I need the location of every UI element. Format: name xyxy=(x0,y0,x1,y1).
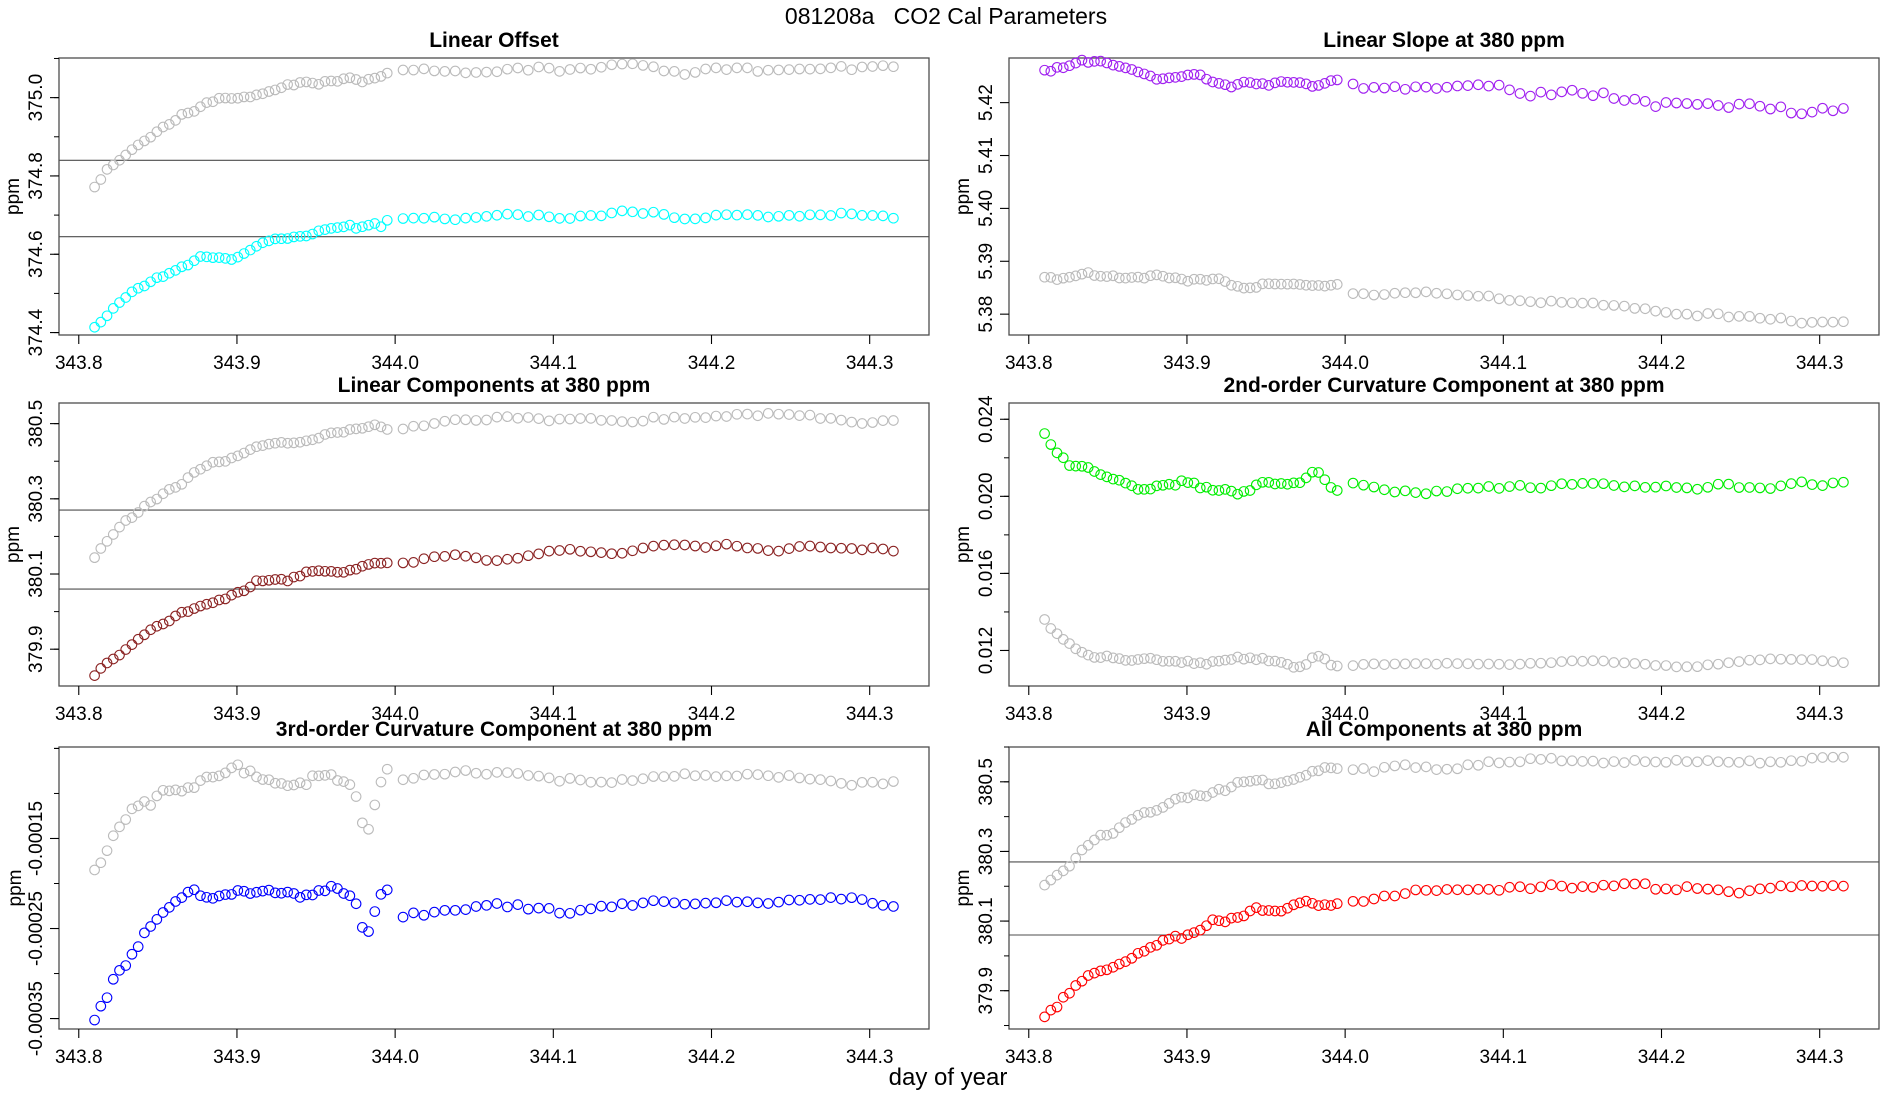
svg-text:344.1: 344.1 xyxy=(530,1047,578,1068)
svg-text:Linear Offset: Linear Offset xyxy=(429,29,559,52)
svg-text:344.2: 344.2 xyxy=(688,1047,736,1068)
svg-text:ppm: ppm xyxy=(3,178,24,215)
svg-text:ppm: ppm xyxy=(953,870,974,907)
svg-text:344.0: 344.0 xyxy=(1321,1047,1369,1068)
svg-text:344.0: 344.0 xyxy=(371,1047,419,1068)
svg-text:344.1: 344.1 xyxy=(1480,353,1528,374)
svg-text:344.3: 344.3 xyxy=(1796,1047,1844,1068)
svg-text:343.9: 343.9 xyxy=(1163,353,1211,374)
svg-text:343.9: 343.9 xyxy=(213,1047,261,1068)
svg-text:343.9: 343.9 xyxy=(1163,704,1211,725)
svg-text:343.8: 343.8 xyxy=(55,704,103,725)
svg-text:ppm: ppm xyxy=(953,178,974,215)
svg-text:5.38: 5.38 xyxy=(976,296,997,333)
svg-text:-0.00015: -0.00015 xyxy=(26,801,47,876)
svg-text:0.024: 0.024 xyxy=(976,395,997,443)
svg-text:344.2: 344.2 xyxy=(1638,704,1686,725)
svg-text:ppm: ppm xyxy=(3,526,24,563)
svg-text:380.3: 380.3 xyxy=(976,828,997,876)
svg-text:375.0: 375.0 xyxy=(26,74,47,122)
svg-text:380.3: 380.3 xyxy=(26,475,47,523)
svg-text:344.3: 344.3 xyxy=(1796,353,1844,374)
svg-text:379.9: 379.9 xyxy=(976,967,997,1015)
svg-text:-0.00035: -0.00035 xyxy=(26,981,47,1056)
svg-text:380.5: 380.5 xyxy=(976,758,997,806)
svg-text:343.8: 343.8 xyxy=(55,353,103,374)
svg-text:344.3: 344.3 xyxy=(846,704,894,725)
svg-text:Linear Slope at 380 ppm: Linear Slope at 380 ppm xyxy=(1323,29,1565,52)
svg-text:380.1: 380.1 xyxy=(26,550,47,598)
svg-text:0.020: 0.020 xyxy=(976,473,997,521)
svg-text:344.3: 344.3 xyxy=(846,353,894,374)
svg-text:343.8: 343.8 xyxy=(1005,353,1053,374)
svg-text:380.1: 380.1 xyxy=(976,897,997,945)
svg-text:344.3: 344.3 xyxy=(1796,704,1844,725)
svg-text:343.8: 343.8 xyxy=(1005,1047,1053,1068)
svg-text:2nd-order Curvature Component: 2nd-order Curvature Component at 380 ppm xyxy=(1223,374,1664,397)
svg-text:ppm: ppm xyxy=(953,526,974,563)
svg-text:ppm: ppm xyxy=(5,870,26,907)
svg-text:5.41: 5.41 xyxy=(976,137,997,174)
svg-text:374.8: 374.8 xyxy=(26,152,47,200)
svg-text:5.39: 5.39 xyxy=(976,243,997,280)
svg-text:344.2: 344.2 xyxy=(1638,1047,1686,1068)
svg-text:0.012: 0.012 xyxy=(976,627,997,675)
svg-text:344.1: 344.1 xyxy=(1480,1047,1528,1068)
svg-text:day of year: day of year xyxy=(889,1064,1008,1091)
svg-text:374.4: 374.4 xyxy=(26,308,47,356)
svg-text:343.8: 343.8 xyxy=(55,1047,103,1068)
svg-text:Linear Components at 380 ppm: Linear Components at 380 ppm xyxy=(338,374,651,397)
svg-text:344.0: 344.0 xyxy=(371,353,419,374)
svg-text:374.6: 374.6 xyxy=(26,230,47,278)
svg-text:344.1: 344.1 xyxy=(530,353,578,374)
svg-text:343.8: 343.8 xyxy=(1005,704,1053,725)
svg-text:081208a CO2 Cal Parameters: 081208a CO2 Cal Parameters xyxy=(785,3,1107,29)
svg-text:344.0: 344.0 xyxy=(1321,353,1369,374)
svg-text:5.40: 5.40 xyxy=(976,190,997,227)
svg-text:344.2: 344.2 xyxy=(1638,353,1686,374)
svg-text:343.9: 343.9 xyxy=(213,353,261,374)
svg-text:5.42: 5.42 xyxy=(976,84,997,121)
svg-text:3rd-order Curvature Component: 3rd-order Curvature Component at 380 ppm xyxy=(276,718,712,741)
svg-text:-0.00025: -0.00025 xyxy=(26,891,47,966)
svg-text:380.5: 380.5 xyxy=(26,400,47,448)
svg-text:343.9: 343.9 xyxy=(1163,1047,1211,1068)
svg-text:344.3: 344.3 xyxy=(846,1047,894,1068)
svg-text:343.9: 343.9 xyxy=(213,704,261,725)
svg-text:379.9: 379.9 xyxy=(26,625,47,673)
svg-text:344.2: 344.2 xyxy=(688,353,736,374)
svg-text:All Components at 380 ppm: All Components at 380 ppm xyxy=(1306,718,1583,741)
svg-text:0.016: 0.016 xyxy=(976,550,997,598)
